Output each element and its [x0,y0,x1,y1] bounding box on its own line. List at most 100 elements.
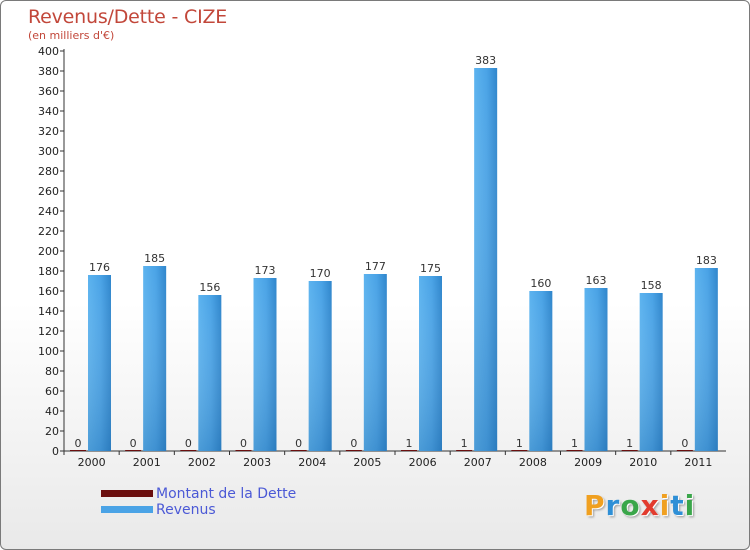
bar-dette-2009 [566,450,583,451]
chart-subtitle: (en milliers d'€) [28,29,115,42]
x-tick-label: 2008 [519,456,547,469]
y-tick-label: 100 [38,345,59,358]
label-dette-2008: 1 [516,437,523,450]
bar-dette-2011 [676,450,693,451]
y-tick-label: 340 [38,105,59,118]
logo-letter: x [640,489,660,522]
bar-revenus-shade-2010 [639,293,663,451]
y-tick-label: 300 [38,145,59,158]
y-tick-label: 200 [38,245,59,258]
label-revenus-2008: 160 [530,277,551,290]
label-revenus-2003: 173 [255,264,276,277]
y-tick-label: 180 [38,265,59,278]
label-dette-2007: 1 [461,437,468,450]
label-dette-2000: 0 [75,437,82,450]
legend-swatch-revenus [101,506,153,513]
y-tick-label: 220 [38,225,59,238]
bar-revenus-shade-2006 [419,276,442,451]
y-tick-label: 0 [52,445,59,458]
x-tick-label: 2002 [188,456,216,469]
label-revenus-2000: 176 [89,261,110,274]
label-dette-2009: 1 [571,437,578,450]
y-tick-label: 80 [45,365,59,378]
bar-dette-2007 [456,450,473,451]
label-dette-2005: 0 [350,437,357,450]
label-dette-2001: 0 [130,437,137,450]
label-dette-2003: 0 [240,437,247,450]
logo-letter: i [684,489,696,522]
label-revenus-2009: 163 [586,274,607,287]
label-revenus-2001: 185 [144,252,165,265]
label-dette-2010: 1 [626,437,633,450]
label-revenus-2006: 175 [420,262,441,275]
y-tick-label: 400 [38,45,59,58]
bar-dette-2001 [125,450,142,451]
x-tick-label: 2009 [574,456,602,469]
y-tick-label: 120 [38,325,59,338]
y-tick-label: 20 [45,425,59,438]
bar-dette-2000 [70,450,86,451]
bar-revenus-shade-2005 [363,274,387,451]
bar-revenus-shade-2004 [308,281,332,451]
x-tick-label: 2005 [353,456,381,469]
data-labels: 0 176 0 185 0 156 0 173 0 170 0 177 1 175 1 383 1 160 1 163… [75,54,717,450]
bar-dette-2006 [401,450,417,451]
legend-label-dette: Montant de la Dette [156,486,297,502]
legend-label-revenus: Revenus [156,502,216,518]
label-revenus-2004: 170 [310,267,331,280]
label-dette-2002: 0 [185,437,192,450]
bar-revenus-shade-2009 [584,288,608,451]
y-tick-label: 140 [38,305,59,318]
bar-dette-2003 [235,450,252,451]
bar-revenus-shade-2007 [474,68,498,451]
label-dette-2011: 0 [681,437,688,450]
x-tick-label: 2006 [409,456,437,469]
x-tick-label: 2011 [684,456,712,469]
y-tick-label: 320 [38,125,59,138]
label-revenus-2007: 383 [475,54,496,67]
label-revenus-2002: 156 [199,281,220,294]
label-revenus-2011: 183 [696,254,717,267]
y-tick-label: 260 [38,185,59,198]
bar-revenus-shade-2002 [198,295,222,451]
x-tick-label: 2007 [464,456,492,469]
x-tick-label: 2001 [133,456,161,469]
y-tick-label: 240 [38,205,59,218]
bar-revenus-shade-2008 [529,291,553,451]
x-tick-label: 2004 [298,456,326,469]
bars [70,68,718,451]
bar-revenus-shade-2011 [694,268,718,451]
legend-swatch-dette [101,490,153,497]
bar-revenus-shade-2003 [253,278,277,451]
bar-revenus-shade-2000 [88,275,111,451]
logo-letter: r [605,489,621,522]
x-tick-label: 2003 [243,456,271,469]
label-revenus-2010: 158 [641,279,662,292]
label-dette-2006: 1 [406,437,413,450]
y-tick-label: 380 [38,65,59,78]
bar-dette-2002 [180,450,197,451]
proxiti-logo: Proxiti [584,489,695,522]
bar-dette-2005 [345,450,362,451]
y-tick-label: 60 [45,385,59,398]
label-revenus-2005: 177 [365,260,386,273]
x-tick-label: 2010 [629,456,657,469]
y-tick-label: 40 [45,405,59,418]
y-tick-label: 160 [38,285,59,298]
logo-letter: t [670,489,685,522]
logo-letter: o [620,489,641,522]
logo-letter: P [584,489,606,522]
axes: 0204060801001201401601802002202402602803… [38,45,726,469]
bar-revenus-shade-2001 [143,266,167,451]
bar-dette-2008 [511,450,528,451]
chart-title: Revenus/Dette - CIZE [28,6,228,28]
y-tick-label: 280 [38,165,59,178]
logo-letter: i [659,489,671,522]
label-dette-2004: 0 [295,437,302,450]
y-tick-label: 360 [38,85,59,98]
bar-dette-2010 [621,450,638,451]
bar-dette-2004 [290,450,307,451]
x-tick-label: 2000 [78,456,106,469]
